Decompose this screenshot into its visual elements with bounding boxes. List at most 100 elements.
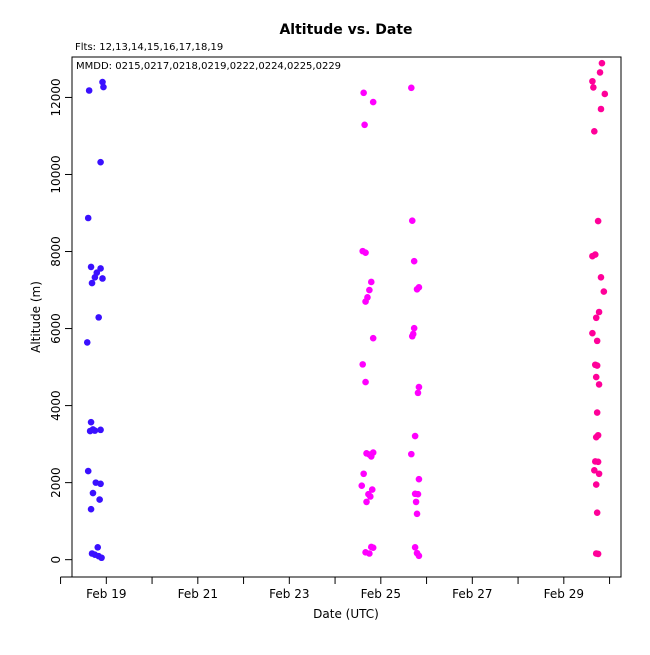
x-tick-label: Feb 19 <box>86 587 126 601</box>
y-axis: 0 2000 4000 6000 8000 10000 12000 <box>49 78 73 564</box>
data-point <box>589 252 596 260</box>
data-point <box>413 285 421 293</box>
data-point <box>415 552 423 560</box>
data-point <box>593 509 601 516</box>
data-point <box>369 544 377 552</box>
data-point <box>84 467 92 475</box>
data-point <box>592 481 600 488</box>
data-point <box>83 339 91 346</box>
data-point <box>412 498 420 506</box>
y-axis-label: Altitude (m) <box>29 281 43 353</box>
data-point <box>366 286 373 294</box>
data-point <box>601 90 609 98</box>
data-point <box>598 59 606 67</box>
data-point <box>591 128 598 135</box>
mmdd-annotation: MMDD: 0215,0217,0218,0219,0222,0224,0225… <box>76 61 341 72</box>
data-point <box>408 84 415 92</box>
data-point <box>94 544 102 551</box>
data-point <box>97 480 104 488</box>
data-point <box>88 279 96 287</box>
data-point <box>594 458 602 466</box>
data-point <box>369 334 377 342</box>
data-point <box>411 544 419 551</box>
data-point <box>408 332 416 340</box>
x-tick-label: Feb 29 <box>544 587 584 601</box>
data-point <box>99 275 106 282</box>
data-point <box>367 453 375 460</box>
data-point <box>414 389 422 397</box>
data-point <box>597 274 605 281</box>
chart-title: Altitude vs. Date <box>279 22 412 38</box>
data-point <box>361 121 368 129</box>
data-point <box>96 496 103 503</box>
data-point <box>360 89 367 97</box>
data-point <box>597 105 605 113</box>
data-point <box>89 489 97 497</box>
data-point <box>592 433 600 441</box>
data-point <box>99 78 106 86</box>
y-tick-label: 6000 <box>49 313 63 344</box>
data-point <box>410 257 418 265</box>
data-point <box>593 337 601 345</box>
data-point <box>591 467 598 474</box>
y-tick-label: 0 <box>49 556 63 564</box>
y-tick-label: 8000 <box>49 236 63 267</box>
data-point <box>413 510 421 518</box>
data-point <box>600 288 608 295</box>
data-point <box>97 265 104 272</box>
data-point <box>84 214 92 222</box>
x-tick-label: Feb 23 <box>269 587 309 601</box>
x-tick-label: Feb 27 <box>452 587 492 601</box>
data-point <box>100 83 107 91</box>
data-point <box>592 373 600 381</box>
data-point <box>366 550 373 557</box>
y-tick-label: 2000 <box>49 467 63 498</box>
data-point <box>589 329 596 337</box>
data-point <box>595 470 603 478</box>
data-point <box>359 361 367 368</box>
data-point <box>594 550 602 558</box>
data-point <box>411 432 419 440</box>
data-point <box>595 381 603 388</box>
data-point <box>87 263 95 271</box>
data-point <box>358 482 366 490</box>
data-point <box>85 87 93 94</box>
data-point <box>87 418 95 426</box>
data-point <box>86 427 94 435</box>
data-point <box>590 84 597 91</box>
y-tick-label: 4000 <box>49 390 63 421</box>
x-axis-label: Date (UTC) <box>313 607 379 621</box>
data-point <box>593 362 601 369</box>
data-point <box>596 69 604 76</box>
data-point <box>87 505 95 513</box>
data-point <box>98 554 105 562</box>
data-point <box>362 249 369 256</box>
x-axis: Feb 19 Feb 21 Feb 23 Feb 25 Feb 27 Feb 29 <box>60 576 611 601</box>
data-point <box>595 308 603 316</box>
data-point <box>414 490 422 498</box>
data-point <box>415 383 423 391</box>
data-point <box>362 378 369 386</box>
data-point <box>367 493 374 500</box>
data-point <box>589 77 596 85</box>
y-tick-label: 10000 <box>49 155 63 193</box>
data-point <box>368 486 376 493</box>
data-point <box>415 475 423 483</box>
y-tick-label: 12000 <box>49 78 63 116</box>
data-point <box>95 314 102 321</box>
flights-annotation: Flts: 12,13,14,15,16,17,18,19 <box>75 42 223 53</box>
data-point <box>410 324 418 332</box>
data-point <box>91 427 99 434</box>
data-point <box>360 470 367 478</box>
data-point <box>408 450 415 458</box>
x-tick-label: Feb 25 <box>361 587 401 601</box>
data-point <box>363 498 370 506</box>
data-point <box>91 274 99 281</box>
data-point <box>594 217 602 225</box>
data-point <box>97 158 104 166</box>
data-point <box>362 298 369 305</box>
data-point <box>367 278 375 286</box>
